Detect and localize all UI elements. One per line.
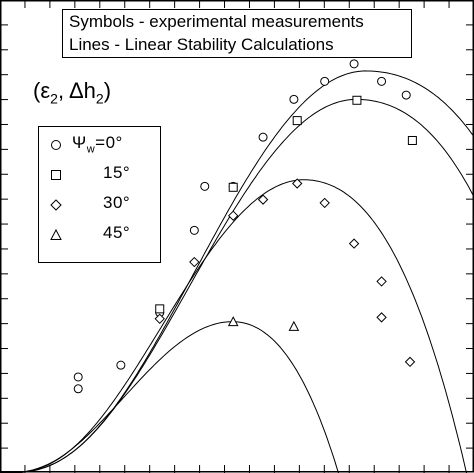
circle-marker-s0-p7 — [258, 132, 268, 142]
circle-marker-s0-p12 — [401, 90, 411, 100]
diamond-marker-s2-p6 — [348, 238, 360, 249]
legend-label-3: 45° — [103, 223, 131, 242]
legend-item-0: Ψw=0° — [39, 133, 157, 157]
legend-item-1: 15° — [39, 163, 157, 187]
legend-label-1: 15° — [103, 163, 131, 182]
stability-curve-3 — [0, 321, 339, 473]
circle-marker-s0-p8 — [289, 94, 299, 104]
measurement-markers — [73, 59, 417, 394]
circle-marker-s0-p2 — [116, 360, 126, 370]
diamond-marker-s2-p2 — [228, 210, 239, 221]
square-marker-s1-p2 — [292, 116, 302, 126]
diamond-marker-s2-p3 — [257, 194, 269, 205]
diamond-marker-s2-p8 — [376, 312, 387, 323]
param-mid: , Δh — [57, 78, 96, 103]
legend-item-2: 30° — [39, 193, 157, 217]
circle-marker-s0-p1 — [73, 384, 83, 394]
note-symbols: Symbols - experimental measurements — [69, 12, 364, 31]
circle-marker-s0-p11 — [377, 76, 387, 86]
parameters-label: (ε2, Δh2) — [33, 78, 111, 106]
notes-box: Symbols - experimental measurements Line… — [62, 9, 412, 58]
diamond-marker-s2-p7 — [376, 276, 387, 287]
stability-curve-1 — [0, 98, 474, 473]
legend-item-3: 45° — [39, 223, 157, 247]
circle-marker-s0-p9 — [320, 76, 330, 86]
diamond-marker-s2-p5 — [319, 197, 330, 209]
diamond-marker-s2-p0 — [154, 313, 165, 325]
note-lines: Lines - Linear Stability Calculations — [69, 35, 334, 54]
param-close: ) — [103, 78, 112, 103]
circle-marker-s0-p5 — [200, 181, 210, 191]
square-marker-s1-p1 — [228, 182, 238, 192]
square-marker-icon — [51, 170, 61, 180]
triangle-marker-s3-p0 — [227, 316, 239, 327]
diamond-marker-s2-p1 — [189, 256, 200, 268]
legend-label-0: Ψw=0° — [72, 133, 123, 156]
square-marker-s1-p0 — [155, 304, 165, 314]
param-sub2: 2 — [95, 90, 104, 107]
triangle-marker-icon — [50, 228, 62, 240]
square-marker-s1-p4 — [407, 135, 417, 145]
circle-marker-s0-p0 — [73, 372, 83, 382]
circle-marker-s0-p10 — [349, 59, 359, 69]
legend-label-2: 30° — [103, 193, 131, 212]
square-marker-s1-p3 — [352, 95, 362, 105]
diamond-marker-icon — [50, 199, 62, 211]
circle-marker-icon — [51, 140, 61, 150]
stability-curves — [0, 70, 474, 473]
diamond-marker-s2-p9 — [404, 356, 416, 368]
circle-marker-s0-p4 — [189, 225, 199, 235]
param-open: (ε — [33, 78, 51, 103]
param-sub1: 2 — [50, 90, 58, 107]
triangle-marker-s3-p1 — [288, 320, 300, 331]
legend: Ψw=0° 15° 30° 45° — [38, 126, 161, 263]
diamond-marker-s2-p4 — [291, 178, 303, 189]
